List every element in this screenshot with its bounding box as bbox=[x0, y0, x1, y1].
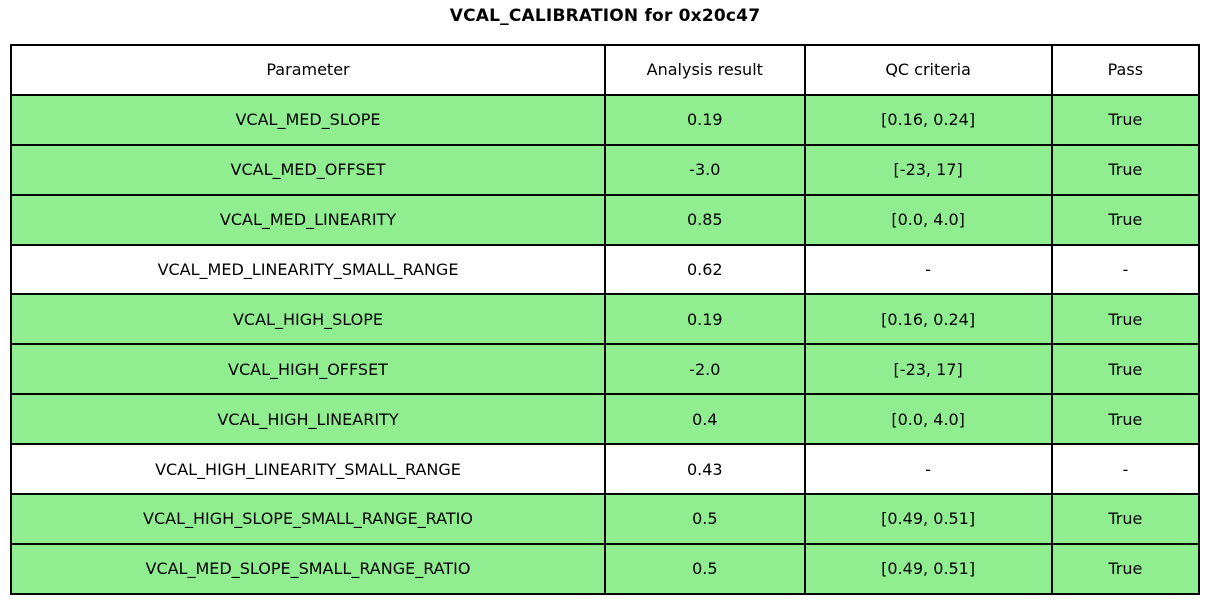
analysis-result-cell: 0.4 bbox=[604, 393, 806, 446]
parameter-cell: VCAL_HIGH_OFFSET bbox=[10, 343, 606, 396]
column-header-parameter: Parameter bbox=[10, 44, 606, 96]
qc-criteria-cell: [0.49, 0.51] bbox=[803, 493, 1053, 545]
qc-criteria-cell: [0.16, 0.24] bbox=[803, 93, 1053, 146]
pass-cell: True bbox=[1050, 343, 1201, 396]
pass-cell: True bbox=[1050, 143, 1201, 196]
table-row: VCAL_MED_SLOPE 0.19 [0.16, 0.24] True bbox=[10, 93, 1201, 146]
pass-cell: True bbox=[1050, 193, 1201, 246]
analysis-result-cell: 0.19 bbox=[604, 293, 806, 346]
table-row: VCAL_HIGH_LINEARITY_SMALL_RANGE 0.43- - bbox=[10, 443, 1201, 496]
qc-criteria-cell: [-23, 17] bbox=[803, 143, 1053, 196]
qc-results-table: Parameter Analysis result QC criteria Pa… bbox=[10, 44, 1201, 595]
table-row: VCAL_MED_LINEARITY_SMALL_RANGE 0.62- - bbox=[10, 243, 1201, 296]
table-row: VCAL_HIGH_SLOPE_SMALL_RANGE_RATIO 0.5 [0.4… bbox=[10, 493, 1201, 545]
qc-criteria-cell: [0.0, 4.0] bbox=[803, 393, 1053, 446]
qc-criteria-cell: - bbox=[803, 243, 1053, 296]
table-row: VCAL_HIGH_LINEARITY 0.4 [0.0, 4.0] True bbox=[10, 393, 1201, 446]
parameter-cell: VCAL_HIGH_LINEARITY bbox=[10, 393, 606, 446]
parameter-cell: VCAL_HIGH_SLOPE_SMALL_RANGE_RATIO bbox=[10, 493, 606, 545]
qc-criteria-cell: - bbox=[803, 443, 1053, 496]
page-title: VCAL_CALIBRATION for 0x20c47 bbox=[449, 6, 761, 26]
pass-cell: True bbox=[1050, 93, 1201, 146]
qc-criteria-cell: [0.49, 0.51] bbox=[803, 542, 1053, 595]
parameter-cell: VCAL_MED_SLOPE_SMALL_RANGE_RATIO bbox=[10, 542, 606, 595]
table-header-row: Parameter Analysis result QC criteria Pa… bbox=[10, 44, 1201, 96]
pass-cell: True bbox=[1050, 493, 1201, 545]
pass-cell: - bbox=[1050, 243, 1201, 296]
analysis-result-cell: -3.0 bbox=[604, 143, 806, 196]
qc-criteria-cell: [0.16, 0.24] bbox=[803, 293, 1053, 346]
pass-cell: True bbox=[1050, 293, 1201, 346]
table-row: VCAL_MED_SLOPE_SMALL_RANGE_RATIO 0.5 [0.49… bbox=[10, 542, 1201, 595]
parameter-cell: VCAL_MED_SLOPE bbox=[10, 93, 606, 146]
column-header-pass: Pass bbox=[1050, 44, 1201, 96]
analysis-result-cell: -2.0 bbox=[604, 343, 806, 396]
table-row: VCAL_HIGH_OFFSET -2.0 [-23, 17] True bbox=[10, 343, 1201, 396]
parameter-cell: VCAL_MED_OFFSET bbox=[10, 143, 606, 196]
analysis-result-cell: 0.43 bbox=[604, 443, 806, 496]
qc-criteria-cell: [0.0, 4.0] bbox=[803, 193, 1053, 246]
pass-cell: - bbox=[1050, 443, 1201, 496]
parameter-cell: VCAL_HIGH_SLOPE bbox=[10, 293, 606, 346]
analysis-result-cell: 0.62 bbox=[604, 243, 806, 296]
pass-cell: True bbox=[1050, 542, 1201, 595]
qc-criteria-cell: [-23, 17] bbox=[803, 343, 1053, 396]
analysis-result-cell: 0.85 bbox=[604, 193, 806, 246]
analysis-result-cell: 0.5 bbox=[604, 542, 806, 595]
column-header-qc-criteria: QC criteria bbox=[803, 44, 1053, 96]
analysis-result-cell: 0.5 bbox=[604, 493, 806, 545]
parameter-cell: VCAL_MED_LINEARITY_SMALL_RANGE bbox=[10, 243, 606, 296]
parameter-cell: VCAL_MED_LINEARITY bbox=[10, 193, 606, 246]
table-row: VCAL_MED_OFFSET -3.0 [-23, 17] True bbox=[10, 143, 1201, 196]
analysis-result-cell: 0.19 bbox=[604, 93, 806, 146]
table-row: VCAL_HIGH_SLOPE 0.19 [0.16, 0.24] True bbox=[10, 293, 1201, 346]
pass-cell: True bbox=[1050, 393, 1201, 446]
parameter-cell: VCAL_HIGH_LINEARITY_SMALL_RANGE bbox=[10, 443, 606, 496]
table-body: VCAL_MED_SLOPE 0.19 [0.16, 0.24] True VCAL_M… bbox=[10, 93, 1201, 595]
table-row: VCAL_MED_LINEARITY 0.85 [0.0, 4.0] True bbox=[10, 193, 1201, 246]
column-header-analysis-result: Analysis result bbox=[604, 44, 806, 96]
